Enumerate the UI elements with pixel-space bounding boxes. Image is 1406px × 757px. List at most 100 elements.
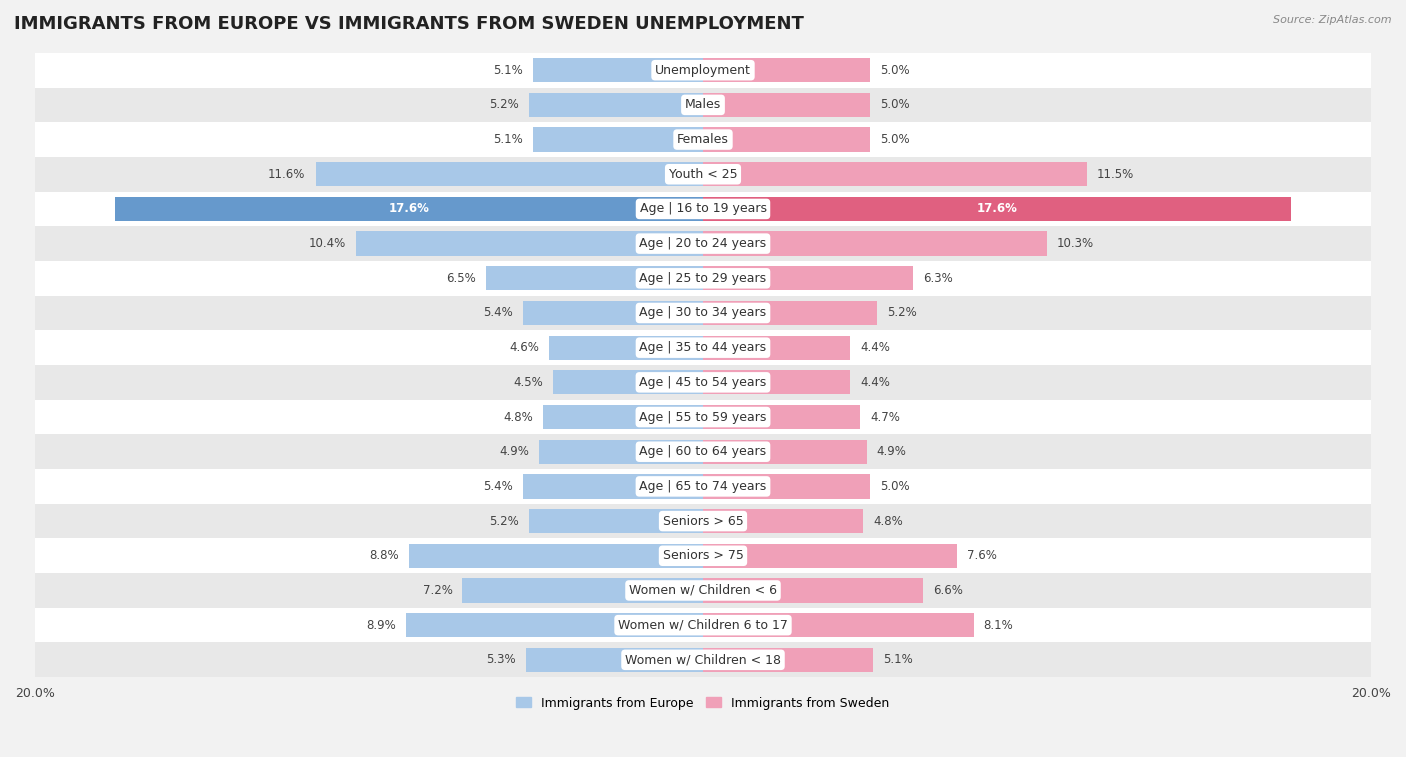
Text: 17.6%: 17.6% — [388, 202, 429, 216]
Bar — [35, 192, 1371, 226]
Text: 4.4%: 4.4% — [860, 341, 890, 354]
Bar — [35, 88, 1371, 122]
Bar — [703, 127, 870, 151]
Bar — [540, 440, 703, 464]
Bar — [553, 370, 703, 394]
Text: 4.5%: 4.5% — [513, 376, 543, 389]
Bar — [35, 296, 1371, 330]
Text: 4.7%: 4.7% — [870, 410, 900, 423]
Bar — [356, 232, 703, 256]
Text: 7.2%: 7.2% — [423, 584, 453, 597]
Text: 8.9%: 8.9% — [366, 618, 395, 631]
Bar — [523, 301, 703, 325]
Bar — [409, 544, 703, 568]
Text: Age | 55 to 59 years: Age | 55 to 59 years — [640, 410, 766, 423]
Bar — [703, 370, 851, 394]
Bar — [463, 578, 703, 603]
Bar — [543, 405, 703, 429]
Bar — [35, 400, 1371, 435]
Bar — [703, 58, 870, 83]
Bar — [35, 573, 1371, 608]
Text: Age | 30 to 34 years: Age | 30 to 34 years — [640, 307, 766, 319]
Text: 5.2%: 5.2% — [887, 307, 917, 319]
Bar — [529, 509, 703, 533]
Text: IMMIGRANTS FROM EUROPE VS IMMIGRANTS FROM SWEDEN UNEMPLOYMENT: IMMIGRANTS FROM EUROPE VS IMMIGRANTS FRO… — [14, 15, 804, 33]
Bar — [35, 226, 1371, 261]
Text: 8.1%: 8.1% — [984, 618, 1014, 631]
Bar — [315, 162, 703, 186]
Bar — [486, 266, 703, 291]
Text: 10.3%: 10.3% — [1057, 237, 1094, 250]
Text: 11.5%: 11.5% — [1097, 168, 1135, 181]
Bar — [703, 613, 973, 637]
Text: 10.4%: 10.4% — [308, 237, 346, 250]
Bar — [35, 365, 1371, 400]
Bar — [35, 330, 1371, 365]
Bar — [35, 53, 1371, 88]
Bar — [703, 93, 870, 117]
Bar — [703, 232, 1047, 256]
Bar — [703, 440, 866, 464]
Text: Age | 25 to 29 years: Age | 25 to 29 years — [640, 272, 766, 285]
Text: Youth < 25: Youth < 25 — [669, 168, 737, 181]
Bar — [35, 261, 1371, 296]
Text: 5.0%: 5.0% — [880, 64, 910, 76]
Text: Age | 16 to 19 years: Age | 16 to 19 years — [640, 202, 766, 216]
Bar — [523, 475, 703, 499]
Text: 5.0%: 5.0% — [880, 480, 910, 493]
Bar — [703, 335, 851, 360]
Text: Females: Females — [678, 133, 728, 146]
Bar — [703, 197, 1291, 221]
Text: 4.4%: 4.4% — [860, 376, 890, 389]
Bar — [35, 122, 1371, 157]
Text: Women w/ Children < 18: Women w/ Children < 18 — [626, 653, 780, 666]
Bar — [35, 435, 1371, 469]
Text: Source: ZipAtlas.com: Source: ZipAtlas.com — [1274, 15, 1392, 25]
Text: 5.0%: 5.0% — [880, 133, 910, 146]
Text: Unemployment: Unemployment — [655, 64, 751, 76]
Text: 6.3%: 6.3% — [924, 272, 953, 285]
Bar — [533, 58, 703, 83]
Bar — [703, 544, 957, 568]
Bar — [703, 648, 873, 672]
Text: Age | 35 to 44 years: Age | 35 to 44 years — [640, 341, 766, 354]
Text: 4.8%: 4.8% — [503, 410, 533, 423]
Text: 5.1%: 5.1% — [494, 133, 523, 146]
Text: 5.4%: 5.4% — [482, 307, 513, 319]
Text: 4.9%: 4.9% — [499, 445, 529, 458]
Bar — [703, 509, 863, 533]
Bar — [703, 405, 860, 429]
Bar — [35, 643, 1371, 678]
Bar — [526, 648, 703, 672]
Bar — [550, 335, 703, 360]
Text: Age | 60 to 64 years: Age | 60 to 64 years — [640, 445, 766, 458]
Bar — [529, 93, 703, 117]
Text: 5.2%: 5.2% — [489, 98, 519, 111]
Text: Women w/ Children < 6: Women w/ Children < 6 — [628, 584, 778, 597]
Bar — [703, 301, 877, 325]
Bar — [35, 538, 1371, 573]
Text: 4.9%: 4.9% — [877, 445, 907, 458]
Text: 5.1%: 5.1% — [494, 64, 523, 76]
Bar — [35, 469, 1371, 503]
Bar — [35, 503, 1371, 538]
Text: 4.6%: 4.6% — [509, 341, 540, 354]
Bar — [703, 162, 1087, 186]
Text: Males: Males — [685, 98, 721, 111]
Legend: Immigrants from Europe, Immigrants from Sweden: Immigrants from Europe, Immigrants from … — [512, 692, 894, 715]
Bar — [115, 197, 703, 221]
Bar — [35, 608, 1371, 643]
Text: Age | 20 to 24 years: Age | 20 to 24 years — [640, 237, 766, 250]
Text: 8.8%: 8.8% — [370, 550, 399, 562]
Bar — [533, 127, 703, 151]
Text: Age | 45 to 54 years: Age | 45 to 54 years — [640, 376, 766, 389]
Text: 5.1%: 5.1% — [883, 653, 912, 666]
Bar — [703, 475, 870, 499]
Text: 11.6%: 11.6% — [269, 168, 305, 181]
Text: 5.2%: 5.2% — [489, 515, 519, 528]
Text: Seniors > 75: Seniors > 75 — [662, 550, 744, 562]
Text: 6.5%: 6.5% — [446, 272, 475, 285]
Bar — [703, 578, 924, 603]
Text: 5.0%: 5.0% — [880, 98, 910, 111]
Text: 17.6%: 17.6% — [977, 202, 1018, 216]
